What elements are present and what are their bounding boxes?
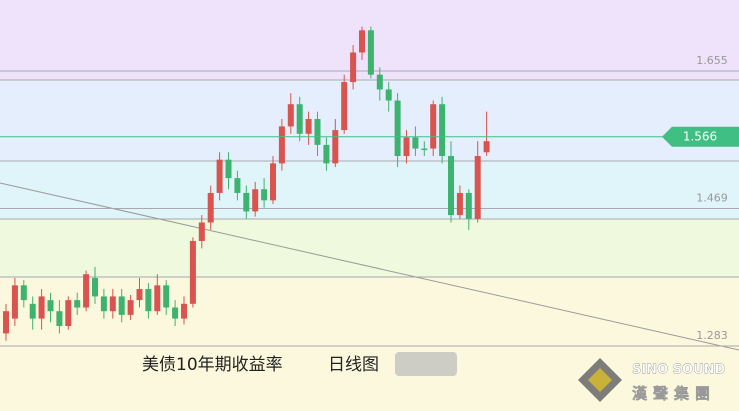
candle-body bbox=[225, 159, 232, 179]
candle-body bbox=[296, 104, 303, 134]
candle-body bbox=[323, 144, 330, 164]
candle-body bbox=[483, 141, 490, 153]
candle-body bbox=[145, 289, 152, 312]
candle-body bbox=[439, 104, 446, 156]
candle-body bbox=[359, 30, 365, 53]
candle-body bbox=[448, 155, 454, 216]
candle-body bbox=[20, 285, 27, 301]
candle-body bbox=[83, 274, 90, 308]
candle-body bbox=[47, 300, 54, 312]
candle-body bbox=[465, 192, 472, 219]
candle-body bbox=[154, 285, 161, 312]
candle-body bbox=[3, 311, 9, 334]
candle-body bbox=[172, 307, 179, 319]
chart-title: 美债10年期收益率 bbox=[142, 355, 283, 375]
band bbox=[0, 161, 739, 219]
candle-body bbox=[252, 189, 259, 212]
candle-body bbox=[216, 159, 223, 193]
candle-body bbox=[305, 119, 312, 134]
candle-body bbox=[376, 74, 383, 90]
last-price-label: 1.566 bbox=[683, 129, 717, 143]
last-price-tag bbox=[662, 126, 739, 147]
candle-body bbox=[109, 296, 116, 312]
candle-body bbox=[421, 148, 428, 151]
candle-body bbox=[163, 285, 170, 308]
candle-body bbox=[189, 240, 196, 304]
brand: SINO SOUND bbox=[632, 363, 726, 378]
candle-body bbox=[65, 300, 72, 326]
candle-body bbox=[207, 192, 214, 223]
candle-body bbox=[394, 100, 401, 156]
candle-body bbox=[118, 296, 125, 315]
y-tick-label: 1.655 bbox=[696, 54, 728, 67]
candle-body bbox=[38, 296, 45, 319]
candle-body bbox=[341, 82, 348, 131]
candle-body bbox=[243, 192, 250, 212]
candle-body bbox=[403, 137, 410, 156]
candle-body bbox=[74, 300, 81, 308]
candle-body bbox=[314, 119, 321, 145]
band bbox=[0, 219, 739, 277]
candle-body bbox=[29, 303, 36, 319]
y-tick-label: 1.469 bbox=[696, 191, 728, 204]
candle-body bbox=[136, 289, 143, 301]
brand-name: 漢聲集團 bbox=[632, 385, 716, 403]
candle-body bbox=[270, 163, 276, 201]
trend-line bbox=[0, 182, 739, 351]
candle-body bbox=[92, 277, 98, 297]
blur-box bbox=[395, 352, 457, 376]
candle-body bbox=[412, 137, 419, 149]
candle-body bbox=[127, 300, 134, 315]
candle-body bbox=[198, 222, 205, 241]
candle-body bbox=[332, 130, 339, 164]
candle-body bbox=[278, 126, 285, 164]
candle-body bbox=[261, 189, 268, 201]
candle-body bbox=[56, 311, 63, 326]
logo-inner bbox=[588, 368, 612, 392]
candle-body bbox=[181, 303, 187, 319]
band bbox=[0, 80, 739, 161]
candle-body bbox=[350, 52, 357, 83]
chart-subtitle: 日线图 bbox=[328, 355, 379, 375]
candle-body bbox=[430, 104, 437, 149]
candle-body bbox=[100, 296, 107, 312]
candle-body bbox=[385, 89, 392, 101]
candle-body bbox=[234, 178, 241, 193]
candle-body bbox=[456, 192, 463, 216]
candle-body bbox=[287, 104, 294, 127]
plot: 1.655 1.469 1.283 bbox=[0, 26, 739, 347]
candle-body bbox=[11, 285, 18, 319]
candle-body bbox=[367, 30, 374, 75]
candle-body bbox=[474, 155, 481, 219]
y-tick-label: 1.283 bbox=[696, 329, 728, 342]
